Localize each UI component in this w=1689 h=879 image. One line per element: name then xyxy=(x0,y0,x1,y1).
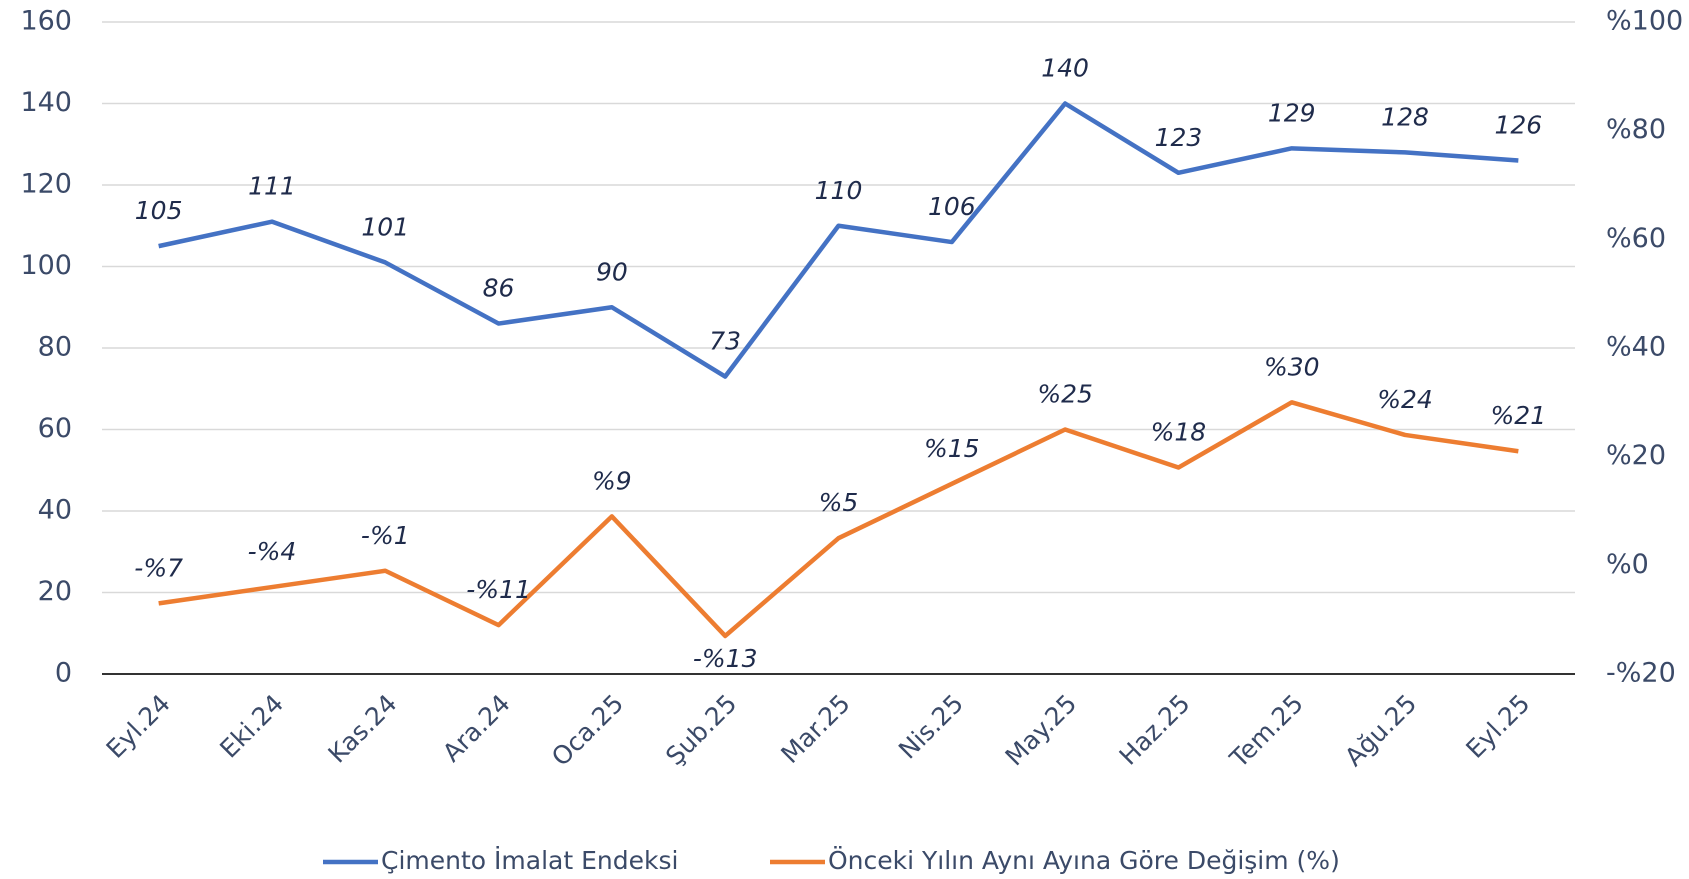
y2-tick-label: %60 xyxy=(1606,223,1666,254)
x-tick-label: Ağu.25 xyxy=(1339,689,1422,772)
y-tick-label: 0 xyxy=(55,658,72,689)
y2-tick-label: -%20 xyxy=(1606,658,1676,689)
y2-tick-label: %80 xyxy=(1606,114,1666,145)
data-label: %15 xyxy=(924,434,980,463)
data-label: %9 xyxy=(592,466,632,495)
y-tick-label: 40 xyxy=(38,495,72,526)
data-label: 106 xyxy=(928,192,976,221)
y-tick-label: 140 xyxy=(20,87,72,118)
data-label: 101 xyxy=(361,212,409,241)
y-tick-label: 100 xyxy=(20,250,72,281)
x-tick-label: Oca.25 xyxy=(546,689,629,772)
data-label: -%13 xyxy=(693,644,758,673)
data-label: %25 xyxy=(1037,380,1093,409)
x-tick-label: Ara.24 xyxy=(437,689,516,768)
y2-tick-label: %40 xyxy=(1606,332,1666,363)
data-label: 90 xyxy=(596,257,628,286)
data-label: -%1 xyxy=(361,521,410,550)
x-tick-label: Şub.25 xyxy=(660,689,742,771)
x-tick-label: May.25 xyxy=(1000,689,1083,772)
data-label: -%4 xyxy=(248,537,297,566)
legend-label: Önceki Yılın Aynı Ayına Göre Değişim (%) xyxy=(828,846,1340,875)
data-label: 86 xyxy=(483,274,515,303)
data-label: 123 xyxy=(1155,123,1203,152)
x-tick-label: Eyl.25 xyxy=(1460,689,1535,764)
y-tick-label: 160 xyxy=(20,6,72,37)
y-tick-label: 20 xyxy=(38,576,72,607)
x-tick-label: Nis.25 xyxy=(893,689,969,765)
data-label: %21 xyxy=(1491,401,1547,430)
y2-tick-label: %0 xyxy=(1606,549,1649,580)
data-label: 128 xyxy=(1381,102,1429,131)
data-label: %24 xyxy=(1377,385,1433,414)
x-tick-label: Haz.25 xyxy=(1114,689,1196,771)
data-label: 105 xyxy=(135,196,183,225)
y2-tick-label: %20 xyxy=(1606,440,1666,471)
data-label: %5 xyxy=(819,488,859,517)
data-label: 110 xyxy=(815,176,863,205)
data-label: -%7 xyxy=(134,553,183,582)
data-label: 111 xyxy=(248,172,296,201)
data-label: 126 xyxy=(1494,111,1542,140)
y-tick-label: 120 xyxy=(20,169,72,200)
y2-tick-label: %100 xyxy=(1606,6,1683,37)
data-label: -%11 xyxy=(466,575,531,604)
x-tick-label: Eyl.24 xyxy=(101,689,176,764)
series-line xyxy=(158,400,1519,639)
y-tick-label: 60 xyxy=(38,413,72,444)
legend-label: Çimento İmalat Endeksi xyxy=(381,846,678,875)
data-label: %18 xyxy=(1151,418,1207,447)
x-tick-label: Kas.24 xyxy=(323,689,403,769)
x-tick-label: Eki.24 xyxy=(214,689,289,764)
data-label: 140 xyxy=(1041,54,1089,83)
data-label: 129 xyxy=(1268,98,1316,127)
data-label: 73 xyxy=(709,327,741,356)
x-tick-label: Tem.25 xyxy=(1224,689,1309,774)
y-tick-label: 80 xyxy=(38,332,72,363)
data-label: %30 xyxy=(1264,352,1320,381)
series-line xyxy=(158,101,1519,379)
x-tick-label: Mar.25 xyxy=(775,689,855,769)
